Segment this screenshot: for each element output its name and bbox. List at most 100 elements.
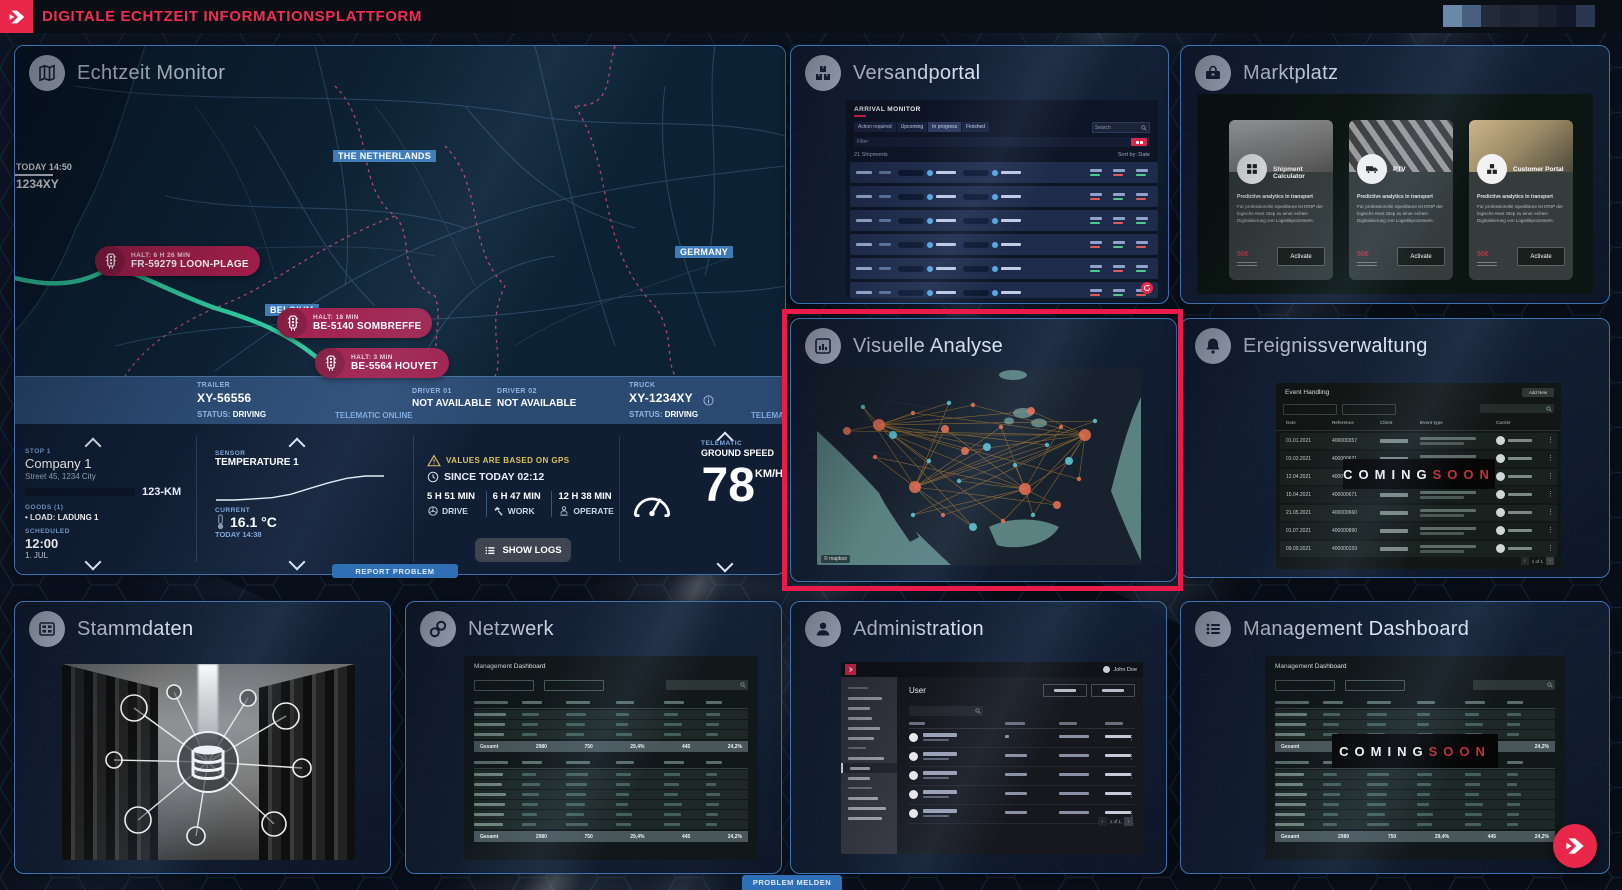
app-card-customer-portal[interactable]: Customer Portal Predictive analytics in …	[1469, 120, 1573, 280]
sidebar-item[interactable]	[841, 813, 897, 823]
row-menu-icon[interactable]: ⋮	[1547, 509, 1554, 516]
panel-stammdaten[interactable]: Stammdaten	[14, 601, 391, 874]
event-row[interactable]: 01.01.2021 400000357 ⋮	[1280, 433, 1557, 449]
event-row[interactable]: 15.04.2021 400000671 ⋮	[1280, 487, 1557, 503]
user-name-link[interactable]	[923, 771, 957, 775]
event-row[interactable]: 01.07.2021 400000890 ⋮	[1280, 523, 1557, 539]
row-menu-icon[interactable]: ⋮	[1547, 437, 1554, 444]
panel-management-dashboard[interactable]: Management Dashboard Management Dashboar…	[1180, 601, 1610, 874]
row-menu-icon[interactable]: ⋮	[1547, 491, 1554, 498]
filter-badge[interactable]	[1131, 138, 1147, 146]
event-row[interactable]: 09.09.2021 400000159 ⋮	[1280, 541, 1557, 557]
app-card-ptv[interactable]: PTV Predictive analytics in transport Fü…	[1349, 120, 1453, 280]
row-menu-icon[interactable]: ⋮	[1547, 545, 1554, 552]
shipment-row[interactable]	[850, 282, 1158, 298]
client-link[interactable]	[1380, 493, 1408, 497]
client-link[interactable]	[1380, 511, 1408, 515]
tab-action-required[interactable]: Action required	[854, 122, 896, 132]
date-to-input[interactable]	[1342, 404, 1396, 415]
event-row[interactable]: 21.05.2021 400000660 ⋮	[1280, 505, 1557, 521]
brand-logo-icon[interactable]	[0, 0, 33, 33]
user-name-link[interactable]	[923, 809, 957, 813]
sidebar-item[interactable]	[841, 773, 897, 783]
tab-in-progress[interactable]: In progress	[928, 122, 962, 132]
search-input[interactable]	[1473, 680, 1555, 690]
row-menu-icon[interactable]: ⋮	[1547, 527, 1554, 534]
network-map-preview[interactable]	[817, 369, 1141, 565]
secondary-button[interactable]	[1043, 684, 1087, 697]
prev-page-button[interactable]: ‹	[1520, 557, 1529, 565]
sort-control[interactable]: Sort by: Date	[1117, 152, 1150, 158]
shipment-row[interactable]	[850, 258, 1158, 279]
date-to-input[interactable]	[544, 680, 604, 691]
search-input[interactable]	[1480, 404, 1554, 413]
account-menu[interactable]: John Doe	[1103, 666, 1137, 673]
sidebar-item[interactable]	[841, 743, 897, 753]
activate-button[interactable]: Activate	[1277, 247, 1325, 266]
activate-button[interactable]: Activate	[1397, 247, 1445, 266]
row-menu-icon[interactable]: ⋮	[1128, 754, 1135, 761]
primary-button[interactable]	[1091, 684, 1135, 697]
search-input[interactable]	[909, 706, 983, 716]
row-menu-icon[interactable]: ⋮	[1128, 792, 1135, 799]
row-menu-icon[interactable]: ⋮	[1128, 811, 1135, 818]
user-name-link[interactable]	[923, 790, 957, 794]
map-stop-marker[interactable]: HALT: 18 MIN BE-5140 SOMBREFFE	[277, 308, 433, 338]
search-input[interactable]	[666, 680, 748, 690]
app-card-shipment-calculator[interactable]: Shipment Calculator Predictive analytics…	[1229, 120, 1333, 280]
panel-administration[interactable]: Administration John Doe User ⋮ ⋮ ⋮ ⋮ ⋮ ‹ 1 o…	[790, 601, 1167, 874]
shipment-row[interactable]	[850, 186, 1158, 207]
sidebar-item[interactable]	[841, 783, 897, 793]
next-page-button[interactable]: ›	[1546, 557, 1554, 565]
next-page-button[interactable]: ›	[1124, 817, 1133, 826]
sidebar-item[interactable]	[841, 753, 897, 763]
user-row[interactable]: ⋮	[909, 751, 1135, 767]
client-link[interactable]	[1380, 439, 1408, 443]
info-icon[interactable]	[703, 393, 714, 411]
user-row[interactable]: ⋮	[909, 808, 1135, 824]
user-row[interactable]: ⋮	[909, 770, 1135, 786]
panel-echtzeit-monitor[interactable]: THE NETHERLANDS BELGIUM GERMANY TODAY 14…	[14, 45, 786, 575]
tab-upcoming[interactable]: Upcoming	[896, 122, 928, 132]
problem-melden-tab[interactable]: PROBLEM MELDEN	[742, 875, 842, 890]
panel-visuelle-analyse[interactable]: Visuelle Analyse © mapbox	[790, 318, 1177, 582]
sidebar-item[interactable]	[841, 793, 897, 803]
user-row[interactable]: ⋮	[909, 732, 1135, 748]
panel-marktplatz[interactable]: Marktplatz Shipment Calculator Predictiv…	[1180, 45, 1610, 304]
user-name-link[interactable]	[923, 733, 957, 737]
client-link[interactable]	[1380, 547, 1408, 551]
sidebar-item[interactable]	[841, 683, 897, 693]
add-new-button[interactable]: Add New	[1522, 388, 1554, 397]
row-menu-icon[interactable]: ⋮	[1547, 473, 1554, 480]
shipment-row[interactable]	[850, 234, 1158, 255]
activate-button[interactable]: Activate	[1517, 247, 1565, 266]
row-menu-icon[interactable]: ⋮	[1128, 735, 1135, 742]
filter-bar[interactable]: Filter	[854, 137, 1150, 147]
sidebar-item[interactable]	[841, 703, 897, 713]
chevron-down-icon[interactable]	[716, 555, 734, 573]
row-menu-icon[interactable]: ⋮	[1547, 455, 1554, 462]
chevron-down-icon[interactable]	[288, 553, 306, 571]
sidebar-item[interactable]	[841, 803, 897, 813]
sidebar-item[interactable]	[841, 763, 897, 773]
tab-finished[interactable]: Finished	[962, 122, 990, 132]
date-to-input[interactable]	[1345, 680, 1405, 691]
panel-netzwerk[interactable]: Netzwerk Management Dashboard Gesamt 2980 7…	[405, 601, 782, 874]
report-problem-tab[interactable]: REPORT PROBLEM	[332, 564, 458, 578]
brand-fab-button[interactable]	[1553, 824, 1597, 868]
map-stop-marker[interactable]: HALT: 6 H 26 MIN FR-59279 LOON-PLAGE	[95, 246, 260, 276]
date-from-input[interactable]	[474, 680, 534, 691]
shipment-row[interactable]	[850, 162, 1158, 183]
prev-page-button[interactable]: ‹	[1097, 817, 1107, 826]
show-logs-button[interactable]: SHOW LOGS	[475, 538, 571, 562]
panel-ereignissverwaltung[interactable]: Ereignissverwaltung Event Handling Add N…	[1180, 318, 1610, 578]
date-from-input[interactable]	[1283, 404, 1337, 415]
search-input[interactable]: Search	[1092, 122, 1150, 133]
user-row[interactable]: ⋮	[909, 789, 1135, 805]
map-stop-marker[interactable]: HALT: 3 MIN BE-5564 HOUYET	[315, 348, 449, 378]
sidebar-item[interactable]	[841, 723, 897, 733]
panel-versandportal[interactable]: Versandportal ARRIVAL MONITOR Action req…	[790, 45, 1169, 304]
client-link[interactable]	[1380, 529, 1408, 533]
row-menu-icon[interactable]: ⋮	[1128, 773, 1135, 780]
user-name-link[interactable]	[923, 752, 957, 756]
